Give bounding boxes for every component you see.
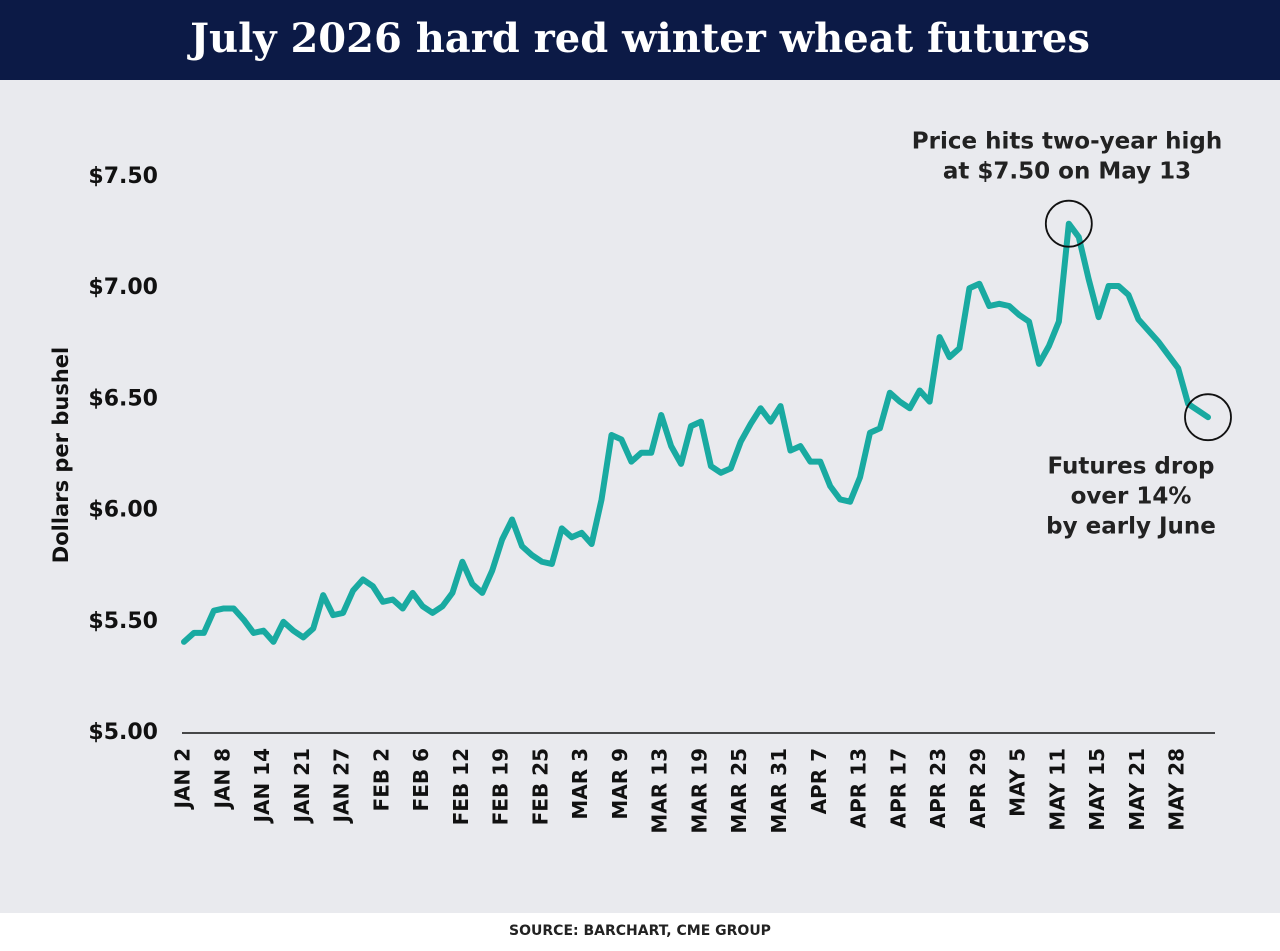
x-tick-label: APR 7 xyxy=(807,748,831,814)
y-tick-label: $5.00 xyxy=(88,720,158,745)
x-tick-label: FEB 2 xyxy=(369,748,393,811)
y-tick-label: $6.00 xyxy=(88,498,158,523)
y-tick-label: $7.00 xyxy=(88,275,158,300)
x-tick-label: MAY 11 xyxy=(1045,748,1069,831)
annotation: by early June xyxy=(1046,514,1216,540)
x-tick-label: APR 17 xyxy=(886,748,910,828)
y-tick-label: $5.50 xyxy=(88,609,158,634)
y-tick-label: $7.50 xyxy=(88,164,158,189)
annotation: over 14% xyxy=(1071,484,1192,510)
x-tick-label: MAY 5 xyxy=(1006,748,1030,817)
x-tick-label: JAN 14 xyxy=(250,748,274,824)
x-tick-label: APR 29 xyxy=(966,748,990,828)
x-tick-label: FEB 12 xyxy=(449,748,473,825)
x-tick-label: APR 13 xyxy=(847,748,871,828)
x-tick-label: APR 23 xyxy=(926,748,950,828)
x-tick-label: FEB 25 xyxy=(528,748,552,825)
highlight-circle xyxy=(1044,199,1093,248)
x-tick-label: MAR 25 xyxy=(727,748,751,834)
chart-title: July 2026 hard red winter wheat futures xyxy=(187,15,1090,62)
x-tick-label: MAR 3 xyxy=(568,748,592,820)
y-axis-label: Dollars per bushel xyxy=(49,347,73,563)
x-tick-label: MAY 28 xyxy=(1165,748,1189,831)
price-line xyxy=(181,220,1211,645)
x-tick-label: JAN 8 xyxy=(210,748,234,811)
x-tick-label: MAR 31 xyxy=(767,748,791,834)
y-tick-label: $6.50 xyxy=(88,386,158,411)
header-band xyxy=(0,0,1280,80)
x-tick-label: FEB 19 xyxy=(489,748,513,825)
annotation: Futures drop xyxy=(1047,454,1214,480)
x-tick-label: MAR 9 xyxy=(608,748,632,820)
x-tick-label: MAR 13 xyxy=(648,748,672,834)
annotation: at $7.50 on May 13 xyxy=(943,159,1191,185)
x-tick-label: MAY 15 xyxy=(1085,748,1109,831)
x-tick-label: MAY 21 xyxy=(1125,748,1149,831)
x-tick-label: MAR 19 xyxy=(687,748,711,834)
x-tick-label: JAN 2 xyxy=(171,748,195,811)
x-tick-label: JAN 21 xyxy=(290,748,314,824)
x-tick-label: FEB 6 xyxy=(409,748,433,811)
highlight-circle xyxy=(1184,393,1232,442)
annotation: Price hits two-year high xyxy=(912,129,1222,155)
source: SOURCE: BARCHART, CME GROUP xyxy=(509,923,771,939)
x-tick-label: JAN 27 xyxy=(330,748,354,824)
chart-background xyxy=(0,80,1280,913)
